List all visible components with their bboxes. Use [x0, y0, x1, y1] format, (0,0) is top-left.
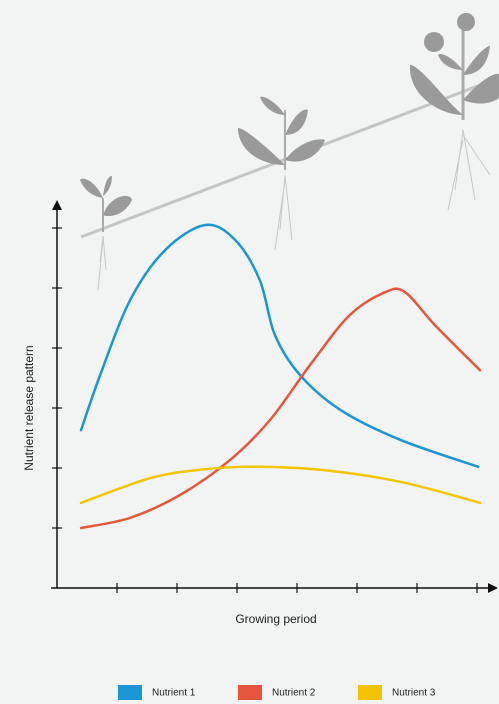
x-axis-arrow: [488, 583, 498, 593]
legend-label: Nutrient 3: [392, 688, 436, 699]
legend-swatch: [238, 685, 262, 700]
legend-swatch: [118, 685, 142, 700]
y-axis-arrow: [52, 200, 62, 210]
legend-label: Nutrient 1: [152, 688, 196, 699]
legend-label: Nutrient 2: [272, 688, 316, 699]
series-line: [81, 467, 480, 503]
axes: [51, 200, 498, 593]
series-line: [81, 225, 478, 467]
chart: Growing period Nutrient release pattern …: [0, 0, 499, 704]
y-axis-label: Nutrient release pattern: [22, 345, 36, 470]
series-line: [81, 289, 480, 528]
legend-swatch: [358, 685, 382, 700]
x-axis-label: Growing period: [235, 612, 316, 626]
plant-illustrations: [80, 13, 499, 290]
